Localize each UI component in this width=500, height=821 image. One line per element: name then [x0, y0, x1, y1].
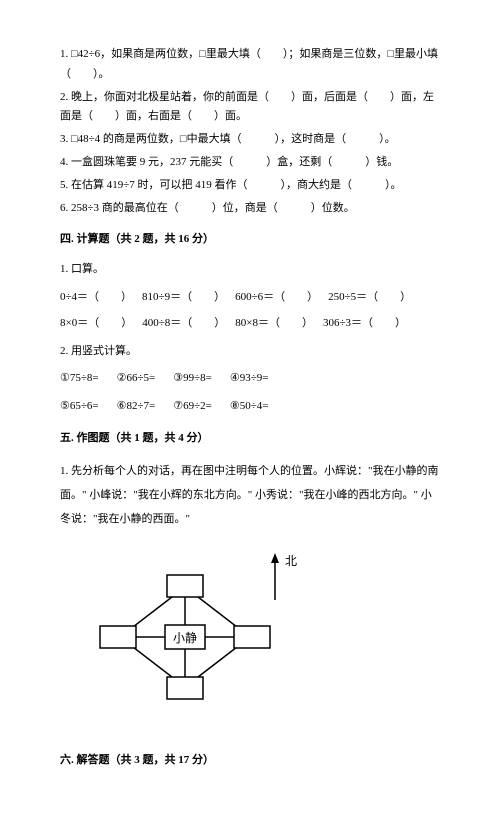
top-box: [167, 575, 203, 597]
section4-title: 四. 计算题（共 2 题，共 16 分）: [60, 230, 440, 250]
v2d: ⑧50÷4=: [230, 397, 269, 417]
section6-title: 六. 解答题（共 3 题，共 17 分）: [60, 751, 440, 771]
fill-q2: 2. 晚上，你面对北极星站着，你的前面是（ ）面，后面是（ ）面，左面是（ ）面…: [60, 88, 440, 128]
fill-q4: 4. 一盒圆珠笔要 9 元，237 元能买（ ）盒，还剩（ ）钱。: [60, 153, 440, 173]
v2b: ⑥82÷7=: [117, 397, 156, 417]
calc-1d: 250÷5＝（ ）: [328, 288, 411, 308]
v1a: ①75÷8=: [60, 369, 99, 389]
center-label: 小静: [173, 631, 197, 645]
fill-q3: 3. □48÷4 的商是两位数，□中最大填（ ），这时商是（ ）。: [60, 130, 440, 150]
sec5-q1: 1. 先分析每个人的对话，再在图中注明每个人的位置。小辉说："我在小静的南面。"…: [60, 459, 440, 532]
section5-title: 五. 作图题（共 1 题，共 4 分）: [60, 429, 440, 449]
position-diagram: 北 小静: [90, 545, 440, 723]
calc-2b: 400÷8＝（ ）: [142, 314, 225, 334]
calc-1c: 600÷6＝（ ）: [235, 288, 318, 308]
calc-row-2: 8×0＝（ ） 400÷8＝（ ） 80×8＝（ ） 306÷3＝（ ）: [60, 314, 440, 334]
v2a: ⑤65÷6=: [60, 397, 99, 417]
v1d: ④93÷9=: [230, 369, 269, 389]
calc-2a: 8×0＝（ ）: [60, 314, 132, 334]
sec4-q2: 2. 用竖式计算。: [60, 342, 440, 362]
fill-q1: 1. □42÷6，如果商是两位数，□里最大填（ ）；如果商是三位数，□里最小填（…: [60, 45, 440, 85]
vert-row-1: ①75÷8= ②66÷5= ③99÷8= ④93÷9=: [60, 369, 440, 389]
v2c: ⑦69÷2=: [173, 397, 212, 417]
fill-q6: 6. 258÷3 商的最高位在（ ）位，商是（ ）位数。: [60, 199, 440, 219]
left-box: [100, 626, 136, 648]
bottom-box: [167, 677, 203, 699]
sec4-q1: 1. 口算。: [60, 260, 440, 280]
calc-1b: 810÷9＝（ ）: [142, 288, 225, 308]
calc-2d: 306÷3＝（ ）: [323, 314, 406, 334]
calc-row-1: 0÷4＝（ ） 810÷9＝（ ） 600÷6＝（ ） 250÷5＝（ ）: [60, 288, 440, 308]
v1b: ②66÷5=: [117, 369, 156, 389]
vert-row-2: ⑤65÷6= ⑥82÷7= ⑦69÷2= ⑧50÷4=: [60, 397, 440, 417]
calc-2c: 80×8＝（ ）: [235, 314, 313, 334]
right-box: [234, 626, 270, 648]
north-label: 北: [285, 554, 297, 568]
fill-q5: 5. 在估算 419÷7 时，可以把 419 看作（ ），商大约是（ ）。: [60, 176, 440, 196]
v1c: ③99÷8=: [173, 369, 212, 389]
calc-1a: 0÷4＝（ ）: [60, 288, 132, 308]
